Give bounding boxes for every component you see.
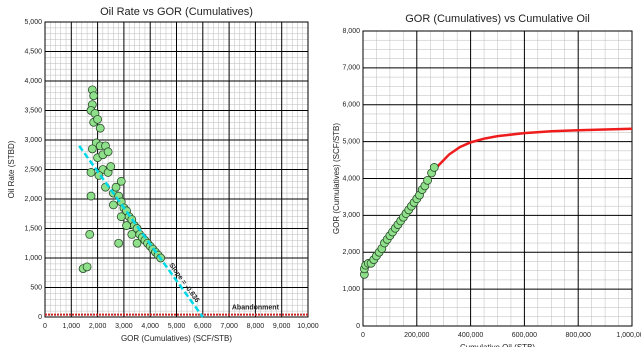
x-tick-label: 0 bbox=[361, 332, 365, 339]
y-tick-label: 7,000 bbox=[342, 65, 360, 72]
x-tick-label: 800,000 bbox=[566, 332, 591, 339]
y-tick-label: 1,500 bbox=[24, 225, 42, 232]
y-tick-label: 500 bbox=[30, 284, 42, 291]
y-tick-label: 3,500 bbox=[24, 107, 42, 114]
data-point bbox=[89, 91, 99, 101]
x-tick-label: 4,000 bbox=[141, 323, 159, 330]
data-point bbox=[122, 221, 131, 230]
chart-title: GOR (Cumulatives) vs Cumulative Oil bbox=[405, 13, 590, 25]
x-tick-label: 7,000 bbox=[220, 323, 238, 330]
x-tick-label: 600,000 bbox=[512, 332, 537, 339]
data-point bbox=[86, 168, 96, 177]
data-point bbox=[95, 123, 105, 133]
y-tick-label: 3,000 bbox=[342, 212, 360, 219]
y-tick-label: 4,000 bbox=[24, 78, 42, 85]
x-tick-label: 8,000 bbox=[247, 323, 265, 330]
y-tick-label: 0 bbox=[38, 314, 42, 321]
data-point bbox=[106, 162, 116, 171]
y-tick-label: 1,000 bbox=[342, 286, 360, 293]
y-axis-label: GOR (Cumulatives) (SCF/STB) bbox=[332, 123, 341, 234]
data-point bbox=[423, 175, 432, 185]
data-point bbox=[86, 191, 96, 201]
data-point bbox=[82, 262, 92, 272]
data-point bbox=[114, 238, 124, 248]
x-tick-label: 200,000 bbox=[404, 332, 429, 339]
y-tick-label: 6,000 bbox=[342, 102, 360, 109]
y-axis-label: Oil Rate (STBD) bbox=[7, 140, 16, 198]
y-tick-label: 4,000 bbox=[342, 175, 360, 182]
data-point bbox=[111, 182, 121, 192]
x-axis-label: Cumulative Oil (STB) bbox=[460, 343, 535, 347]
data-point bbox=[87, 144, 97, 154]
y-tick-label: 8,000 bbox=[342, 28, 360, 35]
x-tick-label: 2,000 bbox=[89, 323, 107, 330]
data-point bbox=[132, 238, 142, 248]
data-point bbox=[429, 163, 439, 172]
data-point bbox=[116, 176, 126, 186]
x-tick-label: 1,000 bbox=[63, 323, 81, 330]
y-tick-label: 2,000 bbox=[342, 249, 360, 256]
x-tick-label: 5,000 bbox=[168, 323, 186, 330]
x-tick-label: 0 bbox=[43, 323, 47, 330]
y-tick-label: 5,000 bbox=[24, 19, 42, 26]
x-tick-label: 10,000 bbox=[297, 323, 319, 330]
y-tick-label: 3,000 bbox=[24, 137, 42, 144]
y-tick-label: 2,500 bbox=[24, 166, 42, 173]
x-tick-label: 3,000 bbox=[115, 323, 133, 330]
x-tick-label: 400,000 bbox=[458, 332, 483, 339]
data-point bbox=[93, 114, 102, 124]
chart-panel: Oil Rate vs GOR (Cumulatives) GOR (Cumula… bbox=[7, 6, 319, 343]
data-point bbox=[116, 212, 126, 222]
y-tick-label: 0 bbox=[356, 323, 360, 330]
data-point bbox=[127, 229, 137, 239]
y-tick-label: 4,500 bbox=[24, 48, 42, 55]
x-tick-label: 6,000 bbox=[194, 323, 212, 330]
chart-panel: GOR (Cumulatives) vs Cumulative Oil Cumul… bbox=[332, 13, 641, 347]
y-tick-label: 5,000 bbox=[342, 138, 360, 145]
y-tick-label: 1,000 bbox=[24, 255, 42, 262]
abandonment-label: Abandonment bbox=[232, 304, 280, 311]
x-tick-label: 9,000 bbox=[273, 323, 291, 330]
x-axis-label: GOR (Cumulatives) (SCF/STB) bbox=[121, 334, 232, 343]
line-series bbox=[78, 145, 204, 318]
chart-title: Oil Rate vs GOR (Cumulatives) bbox=[100, 6, 253, 18]
data-point bbox=[108, 200, 118, 210]
line-series bbox=[426, 127, 633, 182]
data-point bbox=[103, 147, 113, 157]
data-point bbox=[85, 229, 95, 239]
x-tick-label: 1,000,000 bbox=[616, 332, 641, 339]
y-tick-label: 2,000 bbox=[24, 196, 42, 203]
